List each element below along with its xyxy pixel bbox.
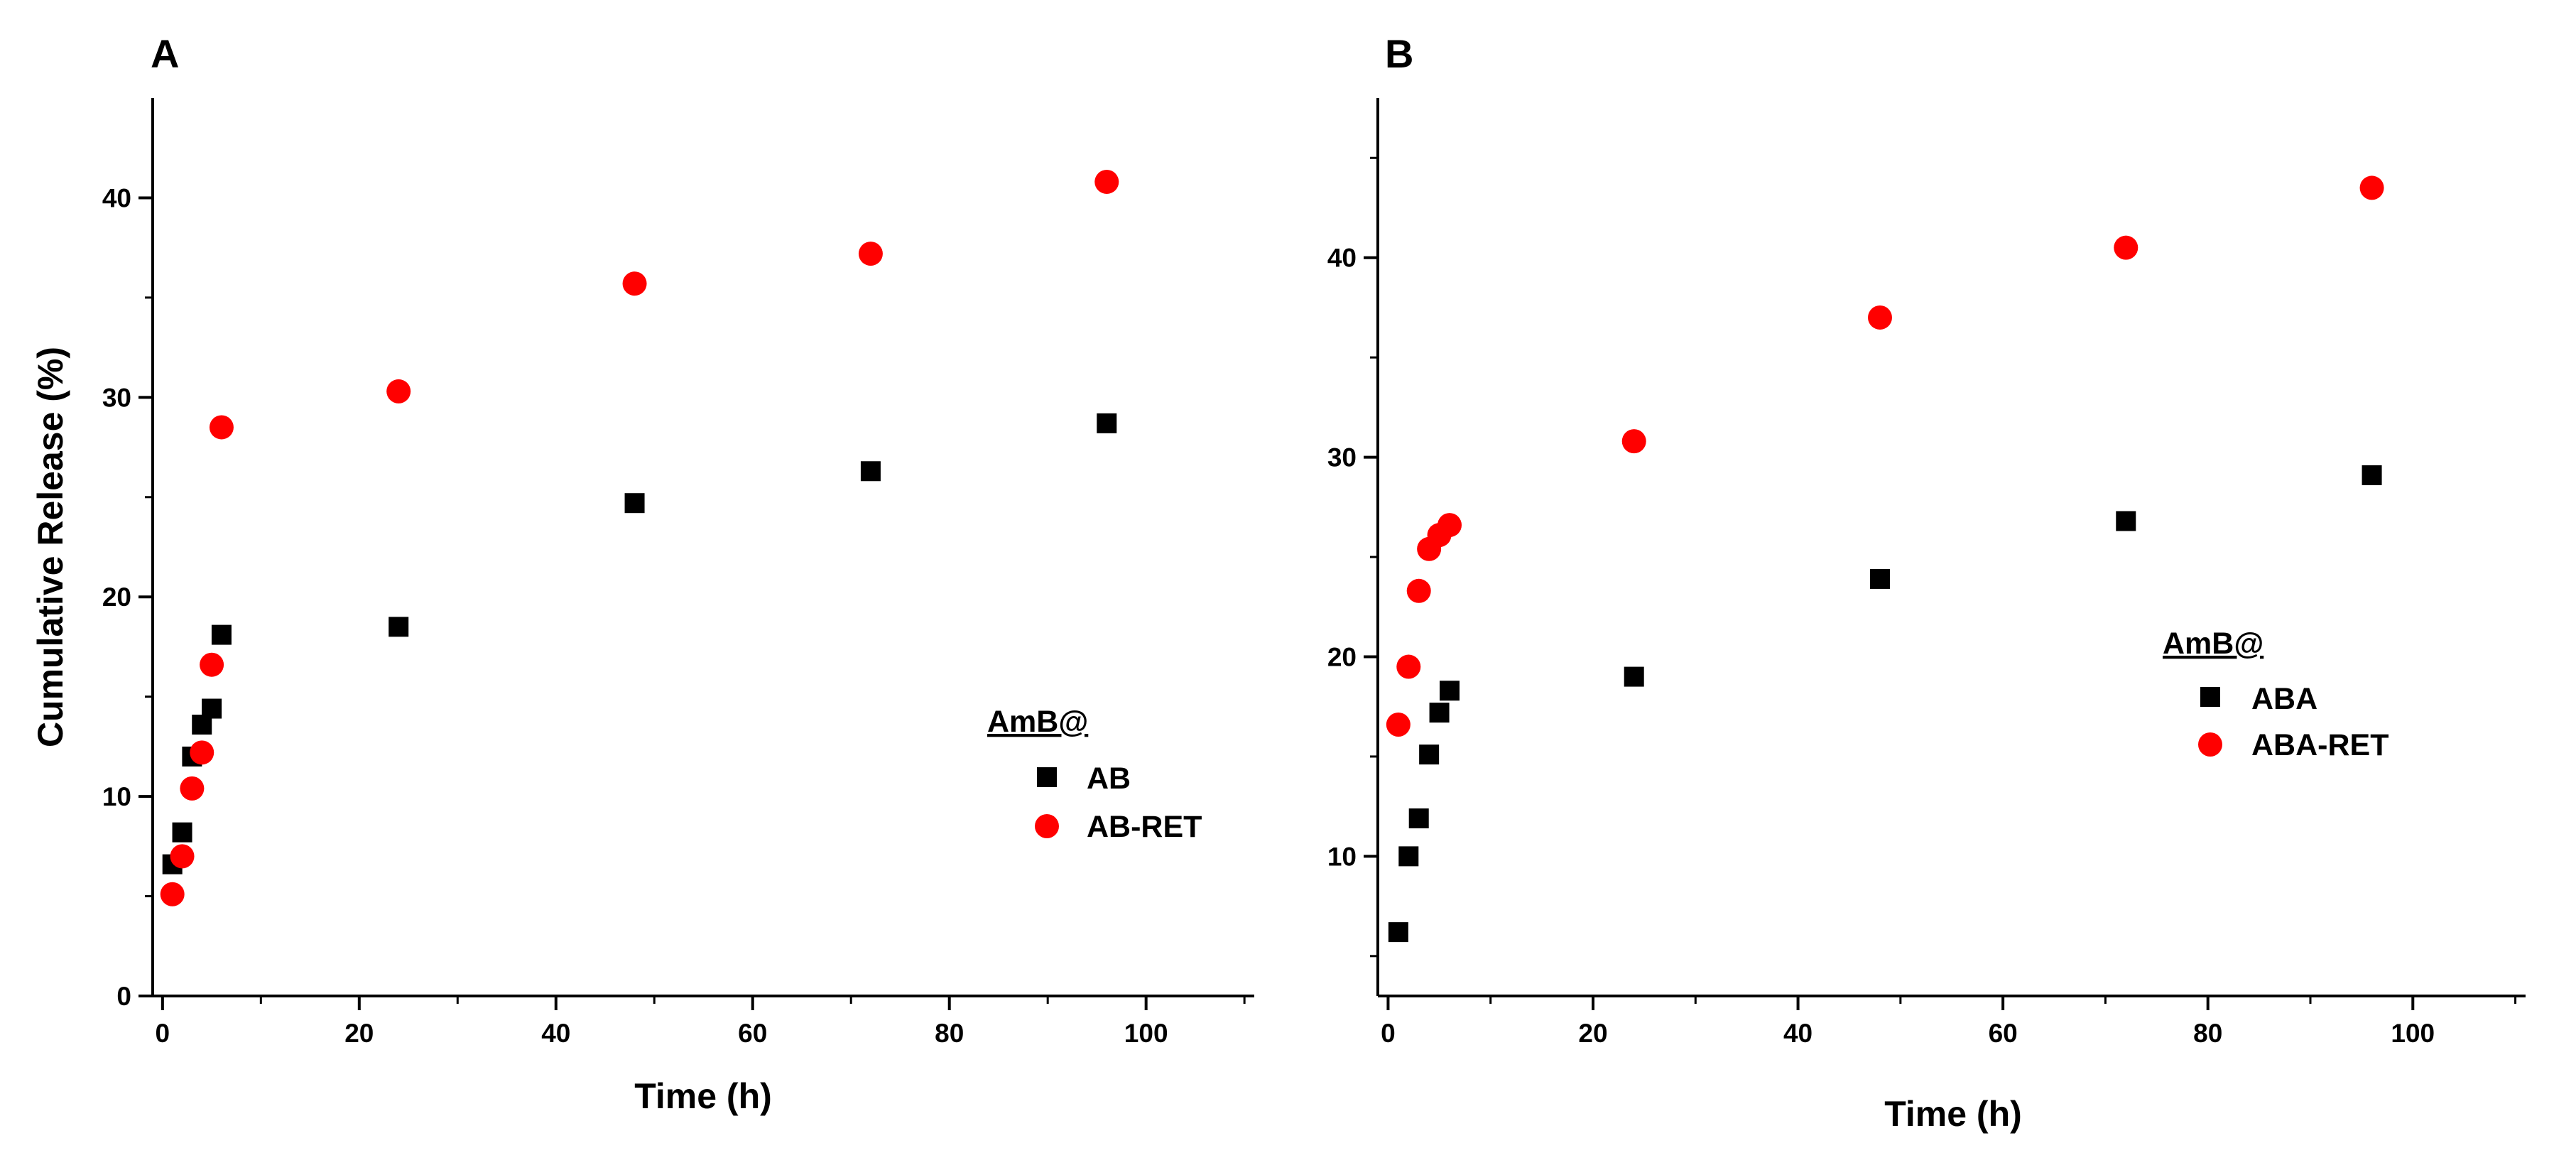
panel-a-legend-marker-ab-ret xyxy=(1035,814,1059,838)
panel-b-legend-title: AmB@ xyxy=(2163,627,2263,661)
panel-a-label: A xyxy=(151,31,179,76)
panel-b-y-tick-label: 10 xyxy=(1327,842,1357,871)
panel-b-x-tick-label: 80 xyxy=(2193,1019,2222,1048)
panel-b-label: B xyxy=(1385,31,1413,76)
panel-b-legend-label-aba-ret: ABA-RET xyxy=(2251,728,2388,762)
panel-a-x-tick-label: 20 xyxy=(344,1019,374,1048)
panel-a-point-ab-ret xyxy=(170,844,195,869)
panel-a-point-ab-ret xyxy=(858,242,883,266)
panel-b-point-aba xyxy=(1398,846,1419,867)
panel-a-x-axis-title: Time (h) xyxy=(634,1076,772,1116)
panel-b-point-aba-ret xyxy=(1868,305,1892,330)
panel-a-point-ab-ret xyxy=(1094,169,1119,194)
panel-b-x-tick-label: 100 xyxy=(2391,1019,2435,1048)
panel-b-point-aba-ret xyxy=(2114,235,2138,260)
panel-a-point-ab-ret xyxy=(209,415,234,440)
panel-a-legend-title: AmB@ xyxy=(987,705,1088,739)
panel-a-point-ab xyxy=(172,822,192,843)
panel-b-x-tick-label: 60 xyxy=(1989,1019,2018,1048)
panel-a-ticks: 0 20 40 60 80 100 0 10 20 30 40 xyxy=(102,183,1246,1048)
panel-b-point-aba xyxy=(1419,744,1440,765)
panel-a-point-ab xyxy=(202,698,222,719)
panel-b-x-axis-title: Time (h) xyxy=(1884,1094,2022,1134)
panel-b-point-aba xyxy=(1388,922,1408,943)
panel-a-x-tick-label: 100 xyxy=(1124,1019,1168,1048)
panel-b-point-aba xyxy=(1408,808,1429,829)
panel-a-legend: AmB@ AB AB-RET xyxy=(987,705,1202,844)
panel-b-legend-marker-aba xyxy=(2200,687,2220,707)
panel-a-point-ab xyxy=(860,461,881,482)
panel-a-y-tick-label: 20 xyxy=(102,583,131,612)
panel-b-point-aba xyxy=(2116,511,2136,531)
panel-a-x-tick-label: 80 xyxy=(935,1019,964,1048)
panel-a-point-ab-ret xyxy=(386,379,411,404)
panel-a-point-ab-ret xyxy=(160,882,185,906)
panel-b-point-aba-ret xyxy=(1438,513,1462,538)
panel-a-legend-label-ab-ret: AB-RET xyxy=(1087,810,1202,844)
panel-b-y-tick-label: 20 xyxy=(1327,642,1357,671)
panel-a-x-tick-label: 60 xyxy=(738,1019,767,1048)
panel-b-point-aba xyxy=(1870,568,1890,589)
panel-b-points xyxy=(1386,175,2384,943)
panel-b-ticks: 0 20 40 60 80 100 10 20 30 40 xyxy=(1327,156,2517,1048)
panel-a-y-tick-label: 40 xyxy=(102,183,131,212)
panel-a-x-tick-label: 0 xyxy=(156,1019,170,1048)
panel-a-point-ab-ret xyxy=(200,652,224,677)
panel-b-point-aba-ret xyxy=(1406,578,1431,603)
panel-b-x-tick-label: 0 xyxy=(1381,1019,1396,1048)
panel-b: B 0 20 40 60 80 100 10 20 30 40 Time (h) AmB@ ABA… xyxy=(1327,31,2526,1134)
panel-a-point-ab xyxy=(211,624,232,645)
panel-a-legend-marker-ab xyxy=(1037,767,1057,787)
panel-b-point-aba xyxy=(1440,681,1460,701)
panel-a-point-ab-ret xyxy=(180,776,205,801)
panel-a-y-axis-title: Cumulative Release (%) xyxy=(31,347,70,747)
panel-a-x-tick-label: 40 xyxy=(541,1019,570,1048)
panel-b-x-tick-label: 40 xyxy=(1783,1019,1813,1048)
panel-a-point-ab xyxy=(1097,413,1117,433)
panel-b-point-aba xyxy=(1429,703,1450,723)
panel-b-x-tick-label: 20 xyxy=(1578,1019,1607,1048)
panel-a-y-tick-label: 10 xyxy=(102,782,131,811)
panel-b-y-tick-label: 40 xyxy=(1327,244,1357,273)
panel-a: A 0 20 40 60 80 100 0 10 20 30 40 Time (h) Cumulat… xyxy=(31,31,1254,1116)
panel-b-point-aba xyxy=(1624,666,1644,687)
panel-a-points xyxy=(160,169,1119,906)
panel-a-point-ab xyxy=(388,617,409,637)
panel-a-legend-label-ab: AB xyxy=(1087,762,1131,796)
panel-b-y-tick-label: 30 xyxy=(1327,443,1357,472)
panel-b-point-aba-ret xyxy=(1621,429,1646,454)
panel-a-point-ab-ret xyxy=(190,740,214,765)
panel-b-legend: AmB@ ABA ABA-RET xyxy=(2163,627,2388,762)
panel-b-point-aba-ret xyxy=(1396,654,1421,679)
panel-b-legend-marker-aba-ret xyxy=(2198,732,2222,757)
panel-a-y-tick-label: 30 xyxy=(102,383,131,412)
panel-a-point-ab xyxy=(624,493,645,514)
panel-b-point-aba-ret xyxy=(1386,712,1411,737)
panel-b-point-aba-ret xyxy=(2359,175,2384,200)
panel-b-legend-label-aba: ABA xyxy=(2251,682,2317,716)
panel-a-y-tick-label: 0 xyxy=(116,982,131,1011)
panel-b-point-aba xyxy=(2362,465,2382,485)
panel-a-point-ab-ret xyxy=(622,271,647,296)
